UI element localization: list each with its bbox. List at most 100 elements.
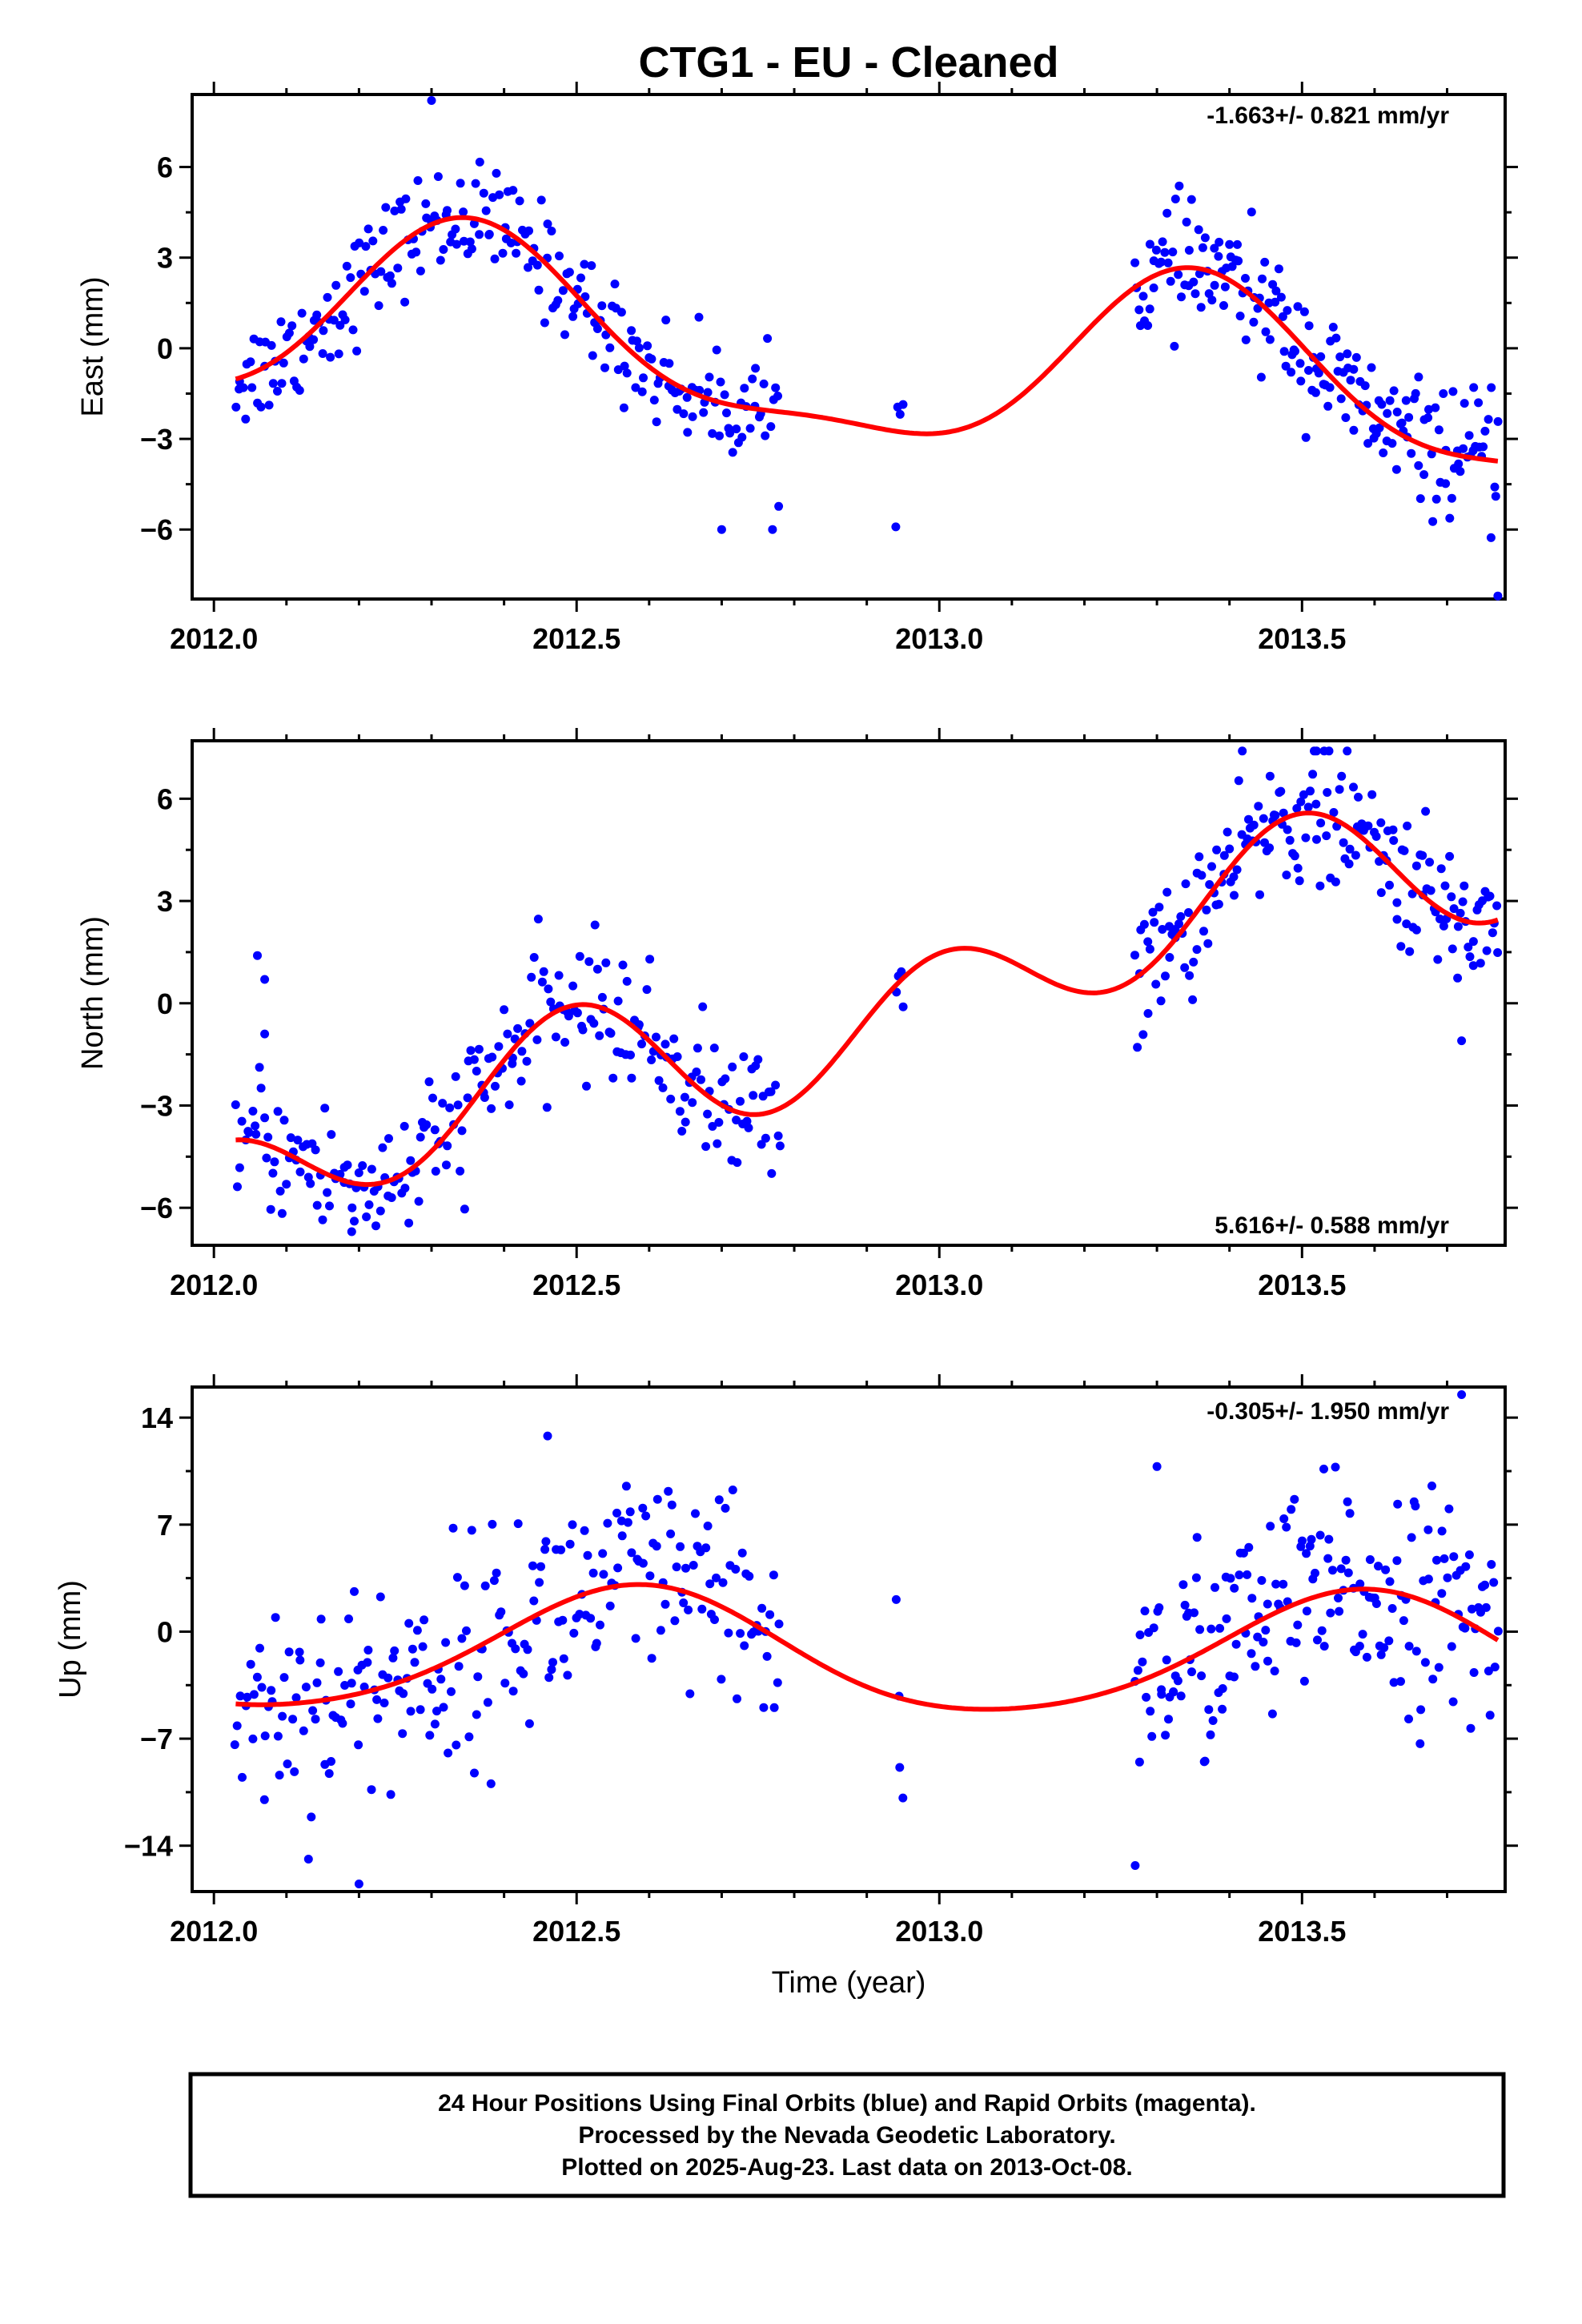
data-point [529, 953, 539, 962]
data-point [1487, 383, 1496, 392]
data-point [400, 1121, 409, 1131]
data-point [1419, 470, 1429, 480]
data-point [1206, 1730, 1215, 1739]
data-point [1247, 207, 1256, 217]
data-point [1145, 304, 1154, 314]
data-point [1266, 1522, 1275, 1531]
data-point [1351, 850, 1360, 860]
data-point [1207, 296, 1217, 305]
data-point [1195, 1625, 1205, 1634]
data-point [583, 1550, 592, 1560]
data-point [316, 1614, 326, 1624]
data-point [488, 1519, 497, 1529]
data-point [1192, 1533, 1202, 1542]
data-point [1174, 270, 1183, 279]
data-point [1411, 1647, 1421, 1656]
data-point [474, 1044, 484, 1054]
data-point [441, 1638, 451, 1647]
data-point [1379, 1643, 1389, 1652]
data-point [263, 1132, 273, 1142]
data-point [1351, 352, 1361, 362]
data-point [1407, 889, 1417, 899]
data-point [1316, 352, 1326, 361]
data-point [621, 1482, 631, 1491]
data-point [1162, 208, 1172, 218]
data-point [1439, 389, 1448, 398]
data-point [568, 312, 578, 321]
data-point [457, 1634, 467, 1643]
data-point [638, 1503, 648, 1513]
data-point [652, 417, 661, 427]
data-point [587, 261, 596, 271]
data-point [306, 1179, 315, 1188]
data-point [452, 239, 461, 249]
data-point [619, 403, 628, 412]
data-point [598, 1549, 608, 1558]
data-point [634, 343, 644, 352]
data-point [565, 1539, 575, 1549]
data-point [773, 1678, 782, 1687]
data-point [1489, 1578, 1499, 1587]
panel-up-ylabel: Up (mm) [54, 1580, 87, 1699]
data-point [670, 1616, 680, 1626]
panel-east-ylabel: East (mm) [76, 276, 110, 416]
data-point [1312, 834, 1321, 844]
data-point [1367, 790, 1377, 799]
data-point [498, 248, 508, 258]
data-point [367, 1785, 376, 1795]
data-point-outlier [347, 1227, 356, 1236]
data-point [642, 985, 652, 995]
data-point [508, 1687, 518, 1696]
x-tick-label: 2013.0 [895, 1915, 983, 1948]
data-point [1230, 891, 1239, 900]
data-point [1349, 782, 1358, 792]
data-point [1444, 1504, 1454, 1514]
data-point [1261, 327, 1271, 336]
x-tick-label: 2012.5 [532, 1915, 620, 1948]
data-point [1379, 448, 1388, 457]
data-point [1392, 1556, 1402, 1566]
data-point [1392, 898, 1402, 907]
data-point [1232, 865, 1242, 875]
data-point [273, 1731, 283, 1741]
data-point [613, 996, 623, 1006]
data-point [334, 1667, 343, 1676]
data-point [1453, 973, 1463, 983]
data-point [551, 1032, 560, 1042]
data-point [601, 958, 611, 967]
data-point [1363, 821, 1373, 830]
data-point [694, 312, 704, 322]
data-point [451, 224, 460, 234]
data-point [1186, 195, 1196, 204]
data-point [733, 1694, 741, 1703]
data-point [569, 1628, 579, 1638]
data-point [597, 992, 607, 1002]
data-point [1170, 195, 1180, 203]
data-point-outlier [1130, 1861, 1140, 1870]
data-point [375, 1592, 385, 1602]
data-point [404, 1618, 414, 1628]
data-point [248, 1734, 258, 1743]
data-point [267, 1686, 276, 1695]
data-point [1397, 418, 1407, 428]
data-point [1334, 1594, 1343, 1602]
data-point [1465, 952, 1475, 962]
data-point [1161, 1731, 1170, 1740]
data-point [546, 997, 556, 1007]
data-point [1485, 1711, 1495, 1720]
data-point [1302, 1606, 1311, 1616]
data-point [1147, 1731, 1157, 1741]
x-tick-label: 2013.5 [1258, 1915, 1346, 1948]
data-point [448, 1523, 458, 1533]
data-point [548, 1658, 557, 1667]
data-point [230, 1740, 239, 1750]
data-point [1143, 1009, 1153, 1018]
data-point [286, 1133, 295, 1143]
data-point [774, 501, 784, 511]
data-point [1255, 890, 1264, 899]
data-point [248, 1107, 258, 1116]
data-point [480, 1581, 490, 1590]
data-point [1154, 903, 1164, 912]
data-point [710, 1615, 719, 1624]
data-point [451, 1072, 460, 1081]
